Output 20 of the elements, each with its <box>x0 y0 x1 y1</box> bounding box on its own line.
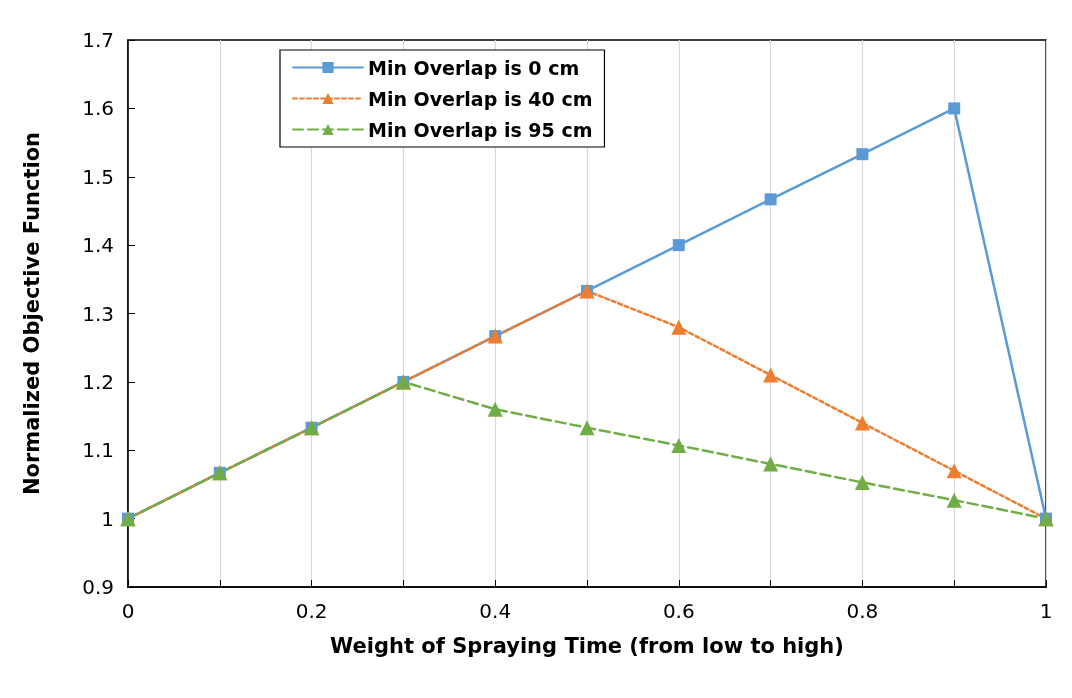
legend-label: Min Overlap is 0 cm <box>368 56 580 79</box>
x-tick-label: 0.8 <box>846 599 879 623</box>
y-axis-title: Normalized Objective Function <box>19 131 44 496</box>
y-tick-label: 0.9 <box>82 575 114 599</box>
x-tick-label: 0.6 <box>662 599 695 623</box>
y-tick-label: 1.5 <box>82 164 114 189</box>
y-tick-label: 1.7 <box>82 28 114 52</box>
legend-label: Min Overlap is 40 cm <box>368 87 593 110</box>
y-tick-label: 1.2 <box>82 369 114 394</box>
legend-label: Min Overlap is 95 cm <box>368 118 593 141</box>
x-tick-label: 0 <box>121 599 135 623</box>
x-axis-title: Weight of Spraying Time (from low to high) <box>330 633 844 658</box>
x-tick-label: 0.2 <box>295 599 328 623</box>
y-tick-label: 1.1 <box>82 438 114 463</box>
y-tick-label: 1.3 <box>82 301 114 326</box>
x-tick-label: 1 <box>1039 599 1053 623</box>
y-tick-label: 1.4 <box>82 233 114 258</box>
y-tick-label: 1.6 <box>82 96 114 121</box>
x-tick-label: 0.4 <box>479 599 512 623</box>
y-tick-label: 1 <box>101 506 114 531</box>
